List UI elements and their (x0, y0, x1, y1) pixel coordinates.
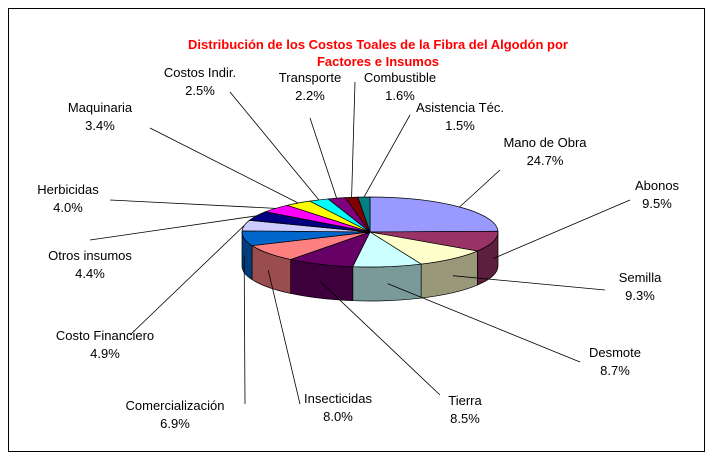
chart-title: Distribución de los Costos Toales de la … (188, 37, 568, 69)
leader-line (243, 255, 246, 405)
slice-value-label: 9.5% (642, 196, 672, 211)
slice-label: Insecticidas (304, 391, 372, 406)
slice-label: Mano de Obra (503, 135, 587, 150)
leader-line (89, 215, 257, 241)
leader-line (459, 169, 501, 208)
slice-value-label: 1.5% (445, 118, 475, 133)
leader-line (387, 283, 581, 363)
slice-label: Asistencia Téc. (416, 100, 504, 115)
slice-value-label: 1.6% (385, 88, 415, 103)
slice-label: Transporte (279, 70, 341, 85)
leader-line (363, 114, 411, 198)
slice-value-label: 8.5% (450, 411, 480, 426)
slice-label: Combustible (364, 70, 436, 85)
leader-line (452, 275, 606, 291)
leader-line (309, 117, 338, 199)
slice-value-label: 2.5% (185, 83, 215, 98)
slice-value-label: 8.7% (600, 363, 630, 378)
slice (369, 230, 499, 252)
leader-line (229, 91, 320, 201)
slice-value-label: 6.9% (160, 416, 190, 431)
slice-label: Abonos (635, 178, 680, 193)
slice-value-label: 8.0% (323, 409, 353, 424)
slice-value-label: 3.4% (85, 118, 115, 133)
slice-label: Maquinaria (68, 100, 133, 115)
slice-value-label: 4.9% (90, 346, 120, 361)
slice-value-label: 24.7% (527, 153, 564, 168)
slice-label: Comercialización (126, 398, 225, 413)
leader-line (267, 270, 301, 405)
leader-line (492, 199, 631, 259)
slice-label: Otros insumos (48, 248, 132, 263)
leader-line (109, 199, 276, 209)
slice-value-label: 4.0% (53, 200, 83, 215)
slice-value-label: 2.2% (295, 88, 325, 103)
slice-label: Tierra (448, 393, 482, 408)
slice (357, 196, 371, 233)
slice-label: Costo Financiero (56, 328, 154, 343)
slice-value-label: 9.3% (625, 288, 655, 303)
leader-line (129, 225, 245, 336)
slice-label: Semilla (619, 270, 662, 285)
slice (369, 196, 499, 233)
slice-side (352, 263, 422, 302)
leader-line (319, 280, 441, 396)
leader-line (351, 81, 356, 198)
slice-label: Desmote (589, 345, 641, 360)
leader-line (149, 127, 299, 204)
slice-label: Costos Indir. (164, 65, 236, 80)
slice-value-label: 4.4% (75, 266, 105, 281)
slice-label: Herbicidas (37, 182, 99, 197)
